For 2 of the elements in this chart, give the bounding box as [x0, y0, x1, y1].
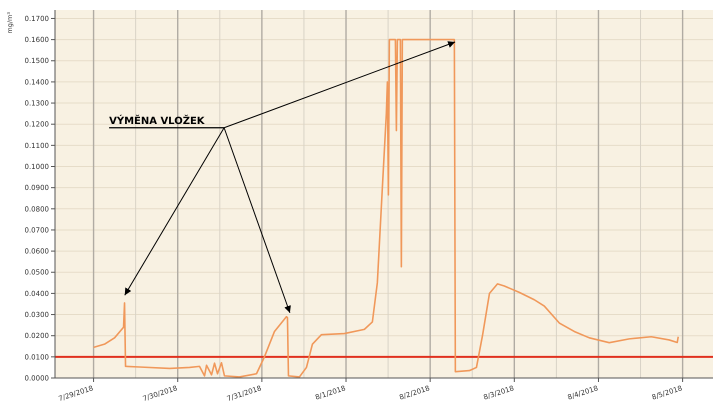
- annotation: VÝMĚNA VLOŽEK: [109, 114, 206, 127]
- line-series: [92, 38, 680, 378]
